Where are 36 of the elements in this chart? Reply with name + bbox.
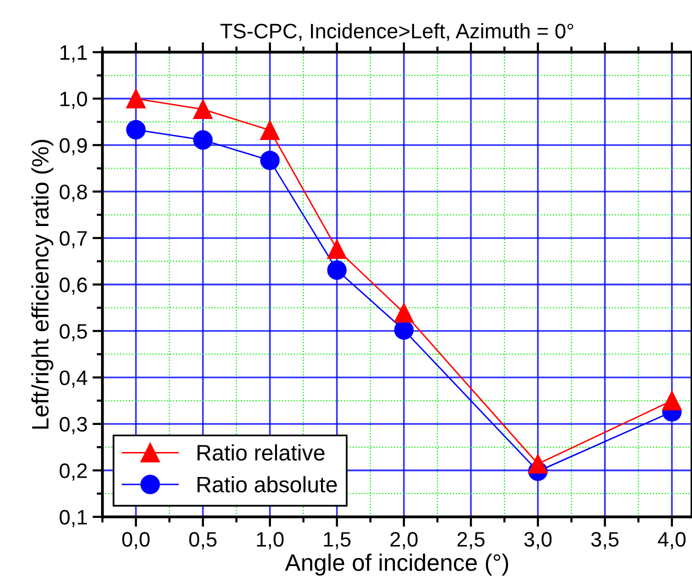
y-tick-label: 0,8: [60, 184, 87, 202]
y-tick-label: 1,1: [60, 45, 87, 62]
point: [126, 88, 146, 108]
point: [260, 150, 280, 170]
x-tick-label: 3,5: [591, 532, 619, 550]
y-tick-label: 0,7: [60, 231, 87, 248]
y-tick-label: 0,3: [60, 416, 87, 434]
x-tick-label: 2,0: [390, 532, 418, 550]
y-tick-label: 0,2: [60, 463, 87, 481]
x-tick-label: 0,0: [122, 532, 150, 550]
point: [193, 100, 213, 120]
y-tick-label: 0,4: [60, 370, 88, 388]
x-tick-label: 1,0: [257, 532, 284, 550]
x-tick-label: 1,5: [324, 532, 351, 550]
y-tick-label: 0,9: [60, 138, 87, 156]
legend-label: Ratio relative: [198, 444, 324, 461]
y-tick-label: 0,1: [60, 510, 87, 528]
x-tick-label: 3,0: [524, 532, 552, 550]
point: [193, 130, 213, 150]
point: [126, 120, 146, 140]
legend-label: Ratio absolute: [198, 476, 337, 492]
y-tick-label: 1,0: [60, 92, 88, 109]
point: [260, 120, 280, 140]
y-axis-title: Left/right efficiency ratio (%): [31, 140, 54, 429]
point: [327, 239, 347, 259]
y-tick-label: 0,5: [60, 324, 87, 342]
x-axis-title: Angle of incidence (°): [284, 554, 508, 576]
point: [327, 260, 347, 280]
x-tick-label: 4,0: [658, 532, 686, 550]
x-tick-label: 2,5: [457, 532, 485, 550]
y-tick-label: 0,6: [60, 278, 87, 295]
point: [662, 390, 682, 410]
point: [528, 454, 548, 474]
x-tick-label: 0,5: [189, 532, 217, 550]
chart-title: TS-CPC, Incidence>Left, Azimuth = 0°: [220, 23, 574, 41]
point: [394, 303, 414, 323]
